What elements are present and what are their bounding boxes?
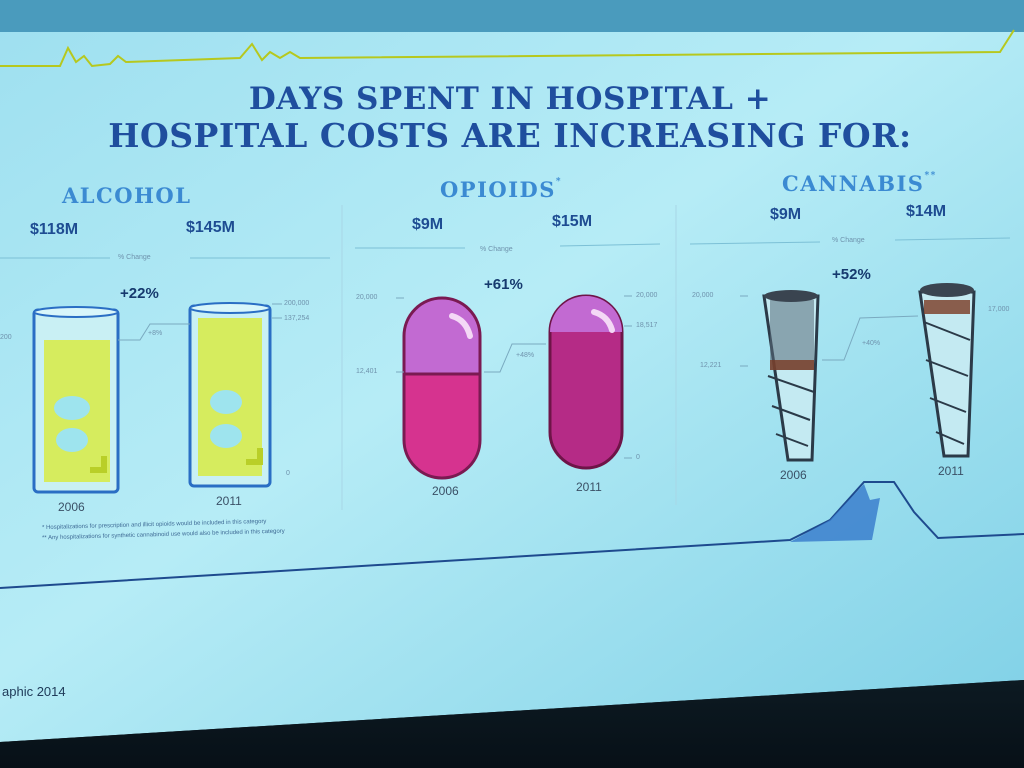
slide-title: DAYS SPENT IN HOSPITAL + HOSPITAL COSTS …	[60, 82, 960, 154]
baseline-mountain-line	[0, 481, 1024, 589]
alcohol-change: +22%	[120, 285, 159, 302]
category-marker: *	[555, 177, 563, 187]
mountain-shape	[790, 484, 880, 542]
alcohol-connector	[118, 303, 282, 341]
pill-icon-2006	[402, 296, 482, 480]
dark-floor	[0, 680, 1024, 768]
slide-top-edge	[0, 0, 1024, 32]
joint-icon-2006	[762, 290, 820, 462]
opioid-axis-right-mid: 18,517	[636, 322, 658, 329]
alcohol-axis-left-mid: 200	[0, 334, 12, 341]
title-line-2: HOSPITAL COSTS ARE INCREASING FOR:	[108, 116, 912, 156]
opioid-connector	[396, 295, 632, 459]
opioid-cost-2011: $15M	[552, 213, 593, 230]
cannabis-year-2011: 2011	[938, 464, 964, 478]
category-label: CANNABIS	[782, 171, 925, 196]
glass-icon-2006	[32, 306, 120, 494]
opioid-year-2011: 2011	[576, 480, 602, 494]
alcohol-year-2006: 2006	[58, 500, 85, 514]
cannabis-cost-2011: $14M	[906, 203, 947, 220]
alcohol-cost-2011: $145M	[186, 219, 235, 236]
alcohol-axis-right-top: 200,000	[284, 300, 310, 307]
joint-icon-2011	[918, 283, 976, 458]
alcohol-small-change: +8%	[148, 330, 163, 337]
category-label: OPIOIDS	[440, 177, 556, 202]
alcohol-cost-2006: $118M	[30, 221, 79, 238]
opioid-change: +61%	[484, 276, 523, 293]
source-credit: aphic 2014	[2, 684, 66, 699]
category-alcohol: ALCOHOL	[62, 183, 191, 208]
opioid-axis-right-top: 20,000	[636, 292, 658, 299]
opioid-change-label: % Change	[480, 246, 513, 253]
opioid-axis-left-mid: 12,401	[356, 368, 378, 375]
pill-icon-2011	[548, 294, 624, 470]
cannabis-change: +52%	[832, 266, 871, 283]
change-brackets	[0, 237, 1011, 259]
cannabis-small-change: +40%	[862, 340, 881, 347]
cannabis-cost-2006: $9M	[770, 206, 802, 223]
opioid-axis-right-bottom: 0	[636, 454, 640, 461]
category-label: ALCOHOL	[62, 183, 192, 208]
cannabis-year-2006: 2006	[780, 468, 807, 482]
opioid-axis-left-top: 20,000	[356, 294, 378, 301]
alcohol-year-2011: 2011	[216, 494, 242, 508]
category-cannabis: CANNABIS**	[782, 171, 937, 196]
cannabis-axis-right-top: 17,000	[988, 306, 1010, 313]
slide-surface	[0, 30, 1024, 742]
alcohol-axis-right-mid: 137,254	[284, 315, 310, 322]
opioid-year-2006: 2006	[432, 484, 459, 498]
cannabis-axis-left-mid: 12,221	[700, 362, 722, 369]
top-pulse-line	[0, 29, 1015, 68]
glass-icon-2011	[188, 302, 272, 488]
cannabis-connector	[740, 295, 919, 367]
cannabis-change-label: % Change	[832, 237, 865, 244]
opioid-cost-2006: $9M	[412, 216, 444, 233]
category-opioids: OPIOIDS*	[440, 177, 562, 202]
title-line-1: DAYS SPENT IN HOSPITAL +	[248, 81, 772, 117]
category-marker: **	[924, 171, 937, 181]
cannabis-axis-left-top: 20,000	[692, 292, 714, 299]
opioid-small-change: +48%	[516, 352, 535, 359]
alcohol-change-label: % Change	[118, 254, 151, 261]
alcohol-axis-right-bottom: 0	[286, 470, 290, 477]
